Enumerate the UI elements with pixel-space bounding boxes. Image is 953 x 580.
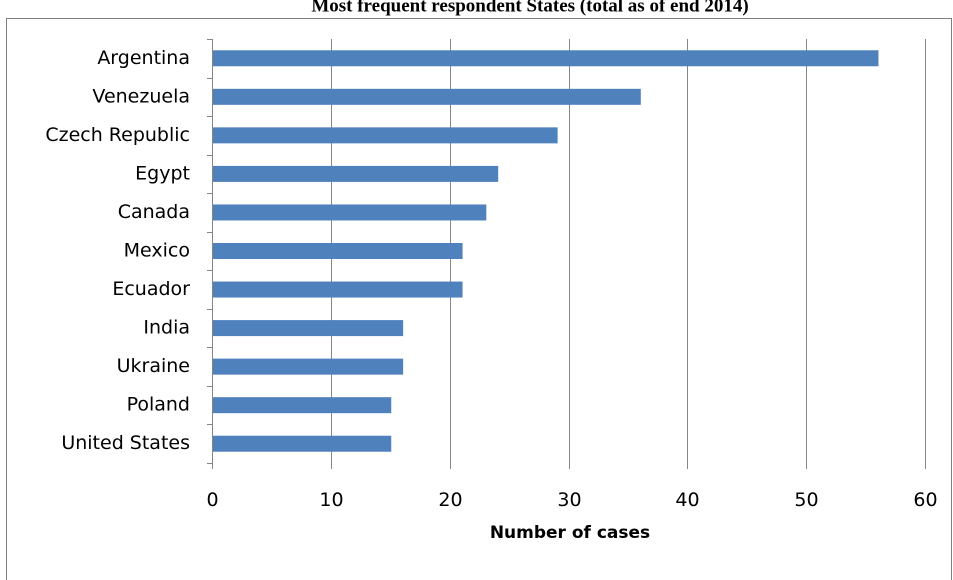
bar-venezuela (213, 88, 641, 105)
bar-india (213, 320, 404, 337)
y-tick-label: Mexico (124, 240, 190, 262)
bar-mexico (213, 243, 463, 259)
x-tick-label: 30 (557, 489, 581, 511)
y-tick-label: Argentina (97, 47, 190, 69)
chart-title: Most frequent respondent States (total a… (311, 0, 748, 16)
y-tick-label: Ecuador (112, 278, 190, 300)
x-tick-label: 40 (675, 489, 699, 511)
x-tick-label: 60 (913, 489, 937, 511)
bar-ukraine (213, 358, 404, 375)
bar-canada (213, 204, 487, 221)
axes (207, 39, 926, 469)
y-tick-label: Czech Republic (45, 124, 190, 146)
bar-united-states (213, 435, 392, 452)
y-tick-label: Venezuela (92, 85, 190, 107)
bar-czech-republic (213, 127, 558, 144)
y-tick-label: Ukraine (117, 355, 190, 377)
bar-egypt (213, 165, 499, 182)
bar-poland (213, 397, 392, 414)
bar-ecuador (213, 281, 463, 298)
chart-border (6, 18, 952, 580)
bar-argentina (213, 50, 879, 67)
x-tick-label: 10 (319, 489, 343, 511)
bars (213, 50, 879, 452)
y-tick-label: Canada (118, 201, 190, 223)
y-tick-label: Egypt (135, 162, 190, 184)
y-tick-label: India (143, 317, 190, 339)
x-tick-label: 50 (794, 489, 818, 511)
y-tick-label: United States (61, 432, 190, 454)
tick-labels: 0 10 20 30 40 50 60 Argentina Venezuela Czech Rep… (45, 47, 937, 511)
x-tick-label: 0 (206, 489, 218, 511)
x-axis-label: Number of cases (490, 523, 650, 543)
y-tick-label: Poland (127, 394, 190, 416)
x-tick-label: 20 (438, 489, 462, 511)
